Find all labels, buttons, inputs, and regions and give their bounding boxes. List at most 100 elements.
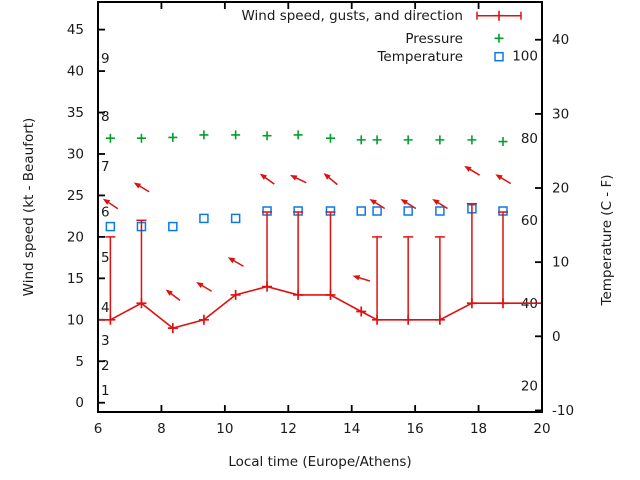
wind-direction-arrow-head — [165, 289, 173, 296]
x-tick-label: 8 — [157, 421, 166, 437]
fahrenheit-scale-label: 40 — [521, 296, 538, 312]
pressure-marker — [467, 135, 477, 145]
wind-point-marker — [325, 289, 336, 300]
pressure-marker — [325, 133, 335, 143]
y-axis-left-title: Wind speed (kt - Beaufort) — [21, 118, 37, 297]
x-tick-label: 10 — [216, 421, 233, 437]
temp-axis-tick-label: 30 — [552, 106, 569, 122]
temperature-marker — [105, 221, 116, 232]
temp-axis-tick-label: -10 — [552, 403, 574, 419]
beaufort-scale-label: 8 — [101, 109, 110, 125]
pressure-marker — [262, 131, 272, 141]
wind-point-marker — [105, 314, 116, 325]
temperature-marker — [403, 206, 413, 216]
legend-label-wind: Wind speed, gusts, and direction — [241, 8, 463, 24]
y-axis-right-title: Temperature (C - F) — [599, 175, 615, 307]
wind-point-marker — [356, 306, 367, 317]
pressure-marker — [435, 135, 445, 145]
legend-label-temperature: Temperature — [376, 49, 463, 65]
pressure-marker — [403, 135, 413, 145]
temp-axis-tick-label: 0 — [552, 329, 561, 345]
beaufort-scale-label: 6 — [101, 205, 110, 221]
wind-axis-tick-label: 20 — [67, 229, 84, 245]
wind-point-marker — [230, 289, 241, 300]
plot-border — [97, 1, 543, 413]
wind-direction-arrow-head — [495, 174, 503, 181]
wind-direction-arrow-head — [464, 165, 472, 172]
wind-point-marker — [198, 314, 209, 325]
fahrenheit-scale-label: 80 — [521, 131, 538, 147]
pressure-marker — [168, 132, 178, 142]
wind-point-marker — [262, 281, 273, 292]
temperature-marker — [372, 206, 382, 216]
pressure-marker — [136, 133, 146, 143]
wind-direction-arrow-head — [259, 173, 267, 180]
beaufort-scale-label: 4 — [101, 300, 110, 316]
wind-direction-arrow-head — [196, 282, 204, 288]
temperature-marker — [356, 206, 366, 216]
wind-axis-tick-label: 5 — [75, 354, 84, 370]
temp-axis-tick-label: 40 — [552, 32, 569, 48]
pressure-marker — [105, 133, 115, 143]
wind-point-marker — [372, 314, 383, 325]
wind-axis-tick-label: 45 — [67, 22, 84, 38]
wind-direction-arrow-head — [432, 199, 440, 205]
x-tick-label: 12 — [280, 421, 297, 437]
wind-direction-arrow-head — [290, 175, 298, 181]
fahrenheit-scale-label: 60 — [521, 213, 538, 229]
beaufort-scale-label: 9 — [101, 51, 110, 67]
temperature-marker — [168, 221, 178, 232]
beaufort-scale-label: 5 — [101, 250, 110, 266]
wind-point-marker — [434, 314, 445, 325]
wind-direction-arrow-head — [400, 199, 408, 205]
x-axis-title: Local time (Europe/Athens) — [228, 454, 411, 470]
temperature-marker — [199, 213, 209, 224]
temperature-marker — [230, 213, 241, 224]
x-tick-label: 6 — [94, 421, 103, 437]
wind-direction-arrow-head — [133, 182, 142, 189]
beaufort-scale-label: 2 — [101, 358, 110, 374]
wind-point-marker — [293, 289, 304, 300]
x-tick-label: 14 — [343, 421, 360, 437]
pressure-marker — [231, 130, 241, 140]
x-tick-label: 20 — [533, 421, 550, 437]
wind-point-marker — [403, 314, 414, 325]
wind-direction-arrow-head — [369, 199, 377, 205]
wind-direction-arrow-head — [227, 257, 236, 264]
wind-direction-arrow-head — [352, 275, 361, 281]
wind-axis-tick-label: 0 — [75, 395, 84, 411]
wind-axis-tick-label: 30 — [67, 146, 84, 162]
wind-speed-line — [98, 285, 542, 329]
legend-sample-pressure-marker — [494, 33, 504, 43]
wind-direction-arrow-head — [323, 173, 331, 180]
temp-axis-tick-label: 10 — [552, 255, 569, 271]
temperature-marker — [435, 206, 445, 216]
beaufort-scale-label: 7 — [101, 159, 110, 175]
wind-point-marker — [466, 298, 477, 309]
x-tick-label: 18 — [470, 421, 487, 437]
wind-axis-tick-label: 10 — [67, 312, 84, 328]
wind-point-marker — [136, 298, 147, 309]
pressure-marker — [356, 135, 366, 145]
x-tick-label: 16 — [407, 421, 424, 437]
wind-direction-arrow-head — [102, 198, 111, 205]
pressure-marker — [293, 130, 303, 140]
wind-axis-tick-label: 35 — [67, 105, 84, 121]
pressure-marker — [498, 137, 508, 147]
pressure-marker — [372, 135, 382, 145]
wind-axis-tick-label: 40 — [67, 64, 84, 80]
legend-label-pressure: Pressure — [405, 31, 463, 47]
beaufort-scale-label: 1 — [101, 383, 110, 399]
pressure-marker — [199, 130, 209, 140]
temp-axis-tick-label: 20 — [552, 181, 569, 197]
wind-axis-tick-label: 25 — [67, 188, 84, 204]
wind-axis-tick-label: 15 — [67, 271, 84, 287]
legend-sample-wind-marker — [494, 10, 504, 21]
wind-point-marker — [497, 298, 508, 309]
wind-point-marker — [167, 323, 178, 334]
beaufort-scale-label: 3 — [101, 333, 110, 349]
fahrenheit-scale-label: 20 — [521, 378, 538, 394]
legend-sample-temperature-marker — [494, 51, 504, 62]
